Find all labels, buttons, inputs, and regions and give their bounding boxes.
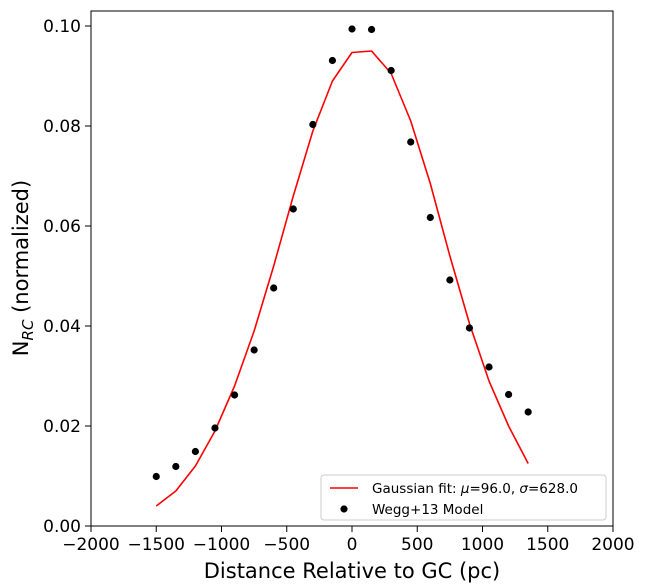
data-point: [230, 391, 239, 399]
legend-points-label: Wegg+13 Model: [372, 502, 483, 518]
x-axis: −2000 −1500 −1000 −500 0 500 1000 1500 2000: [62, 526, 635, 555]
data-point: [348, 25, 356, 33]
x-tick-label: 500: [401, 535, 433, 555]
x-tick-label: 2000: [591, 535, 634, 555]
data-point: [309, 120, 317, 129]
data-point: [407, 138, 415, 146]
data-point: [485, 363, 493, 371]
data-points-layer: [152, 25, 532, 481]
x-axis-label: Distance Relative to GC (pc): [204, 559, 501, 583]
data-point: [289, 205, 297, 213]
data-point: [367, 25, 376, 34]
data-point: [465, 324, 474, 332]
data-point: [172, 462, 180, 471]
data-point: [270, 284, 278, 292]
data-point: [152, 472, 160, 481]
legend-points-swatch: [340, 505, 348, 513]
data-point: [426, 213, 434, 222]
data-point: [328, 56, 337, 65]
y-tick-label: 0.06: [43, 217, 81, 237]
legend-box: [320, 474, 607, 521]
data-point: [524, 408, 532, 416]
x-tick-label: −500: [263, 535, 310, 555]
data-point: [505, 390, 513, 399]
data-point: [446, 276, 454, 284]
y-axis: 0.00 0.02 0.04 0.06 0.08 0.10: [43, 17, 91, 537]
x-tick-label: −1000: [193, 535, 251, 555]
y-tick-label: 0.00: [43, 517, 81, 537]
gaussian-fit-line: [155, 50, 529, 507]
legend: Gaussian fit: μ=96.0, σ=628.0 Wegg+13 Mo…: [320, 474, 607, 521]
y-tick-label: 0.10: [43, 17, 81, 37]
data-point: [250, 346, 258, 354]
x-tick-label: 1500: [526, 535, 569, 555]
fit-line-layer: [155, 50, 529, 507]
legend-fit-label: Gaussian fit: μ=96.0, σ=628.0: [372, 481, 578, 497]
x-tick-label: 1000: [461, 535, 504, 555]
data-point: [387, 66, 395, 75]
y-tick-label: 0.04: [43, 317, 81, 337]
x-tick-label: −1500: [127, 535, 185, 555]
x-tick-label: 0: [347, 535, 358, 555]
plot-area: [91, 11, 613, 526]
data-point: [191, 447, 199, 456]
y-tick-label: 0.08: [43, 117, 81, 137]
data-point: [211, 424, 219, 432]
y-tick-label: 0.02: [43, 417, 81, 437]
y-axis-label: NRC (normalized): [9, 180, 37, 356]
x-tick-label: −2000: [62, 535, 120, 555]
